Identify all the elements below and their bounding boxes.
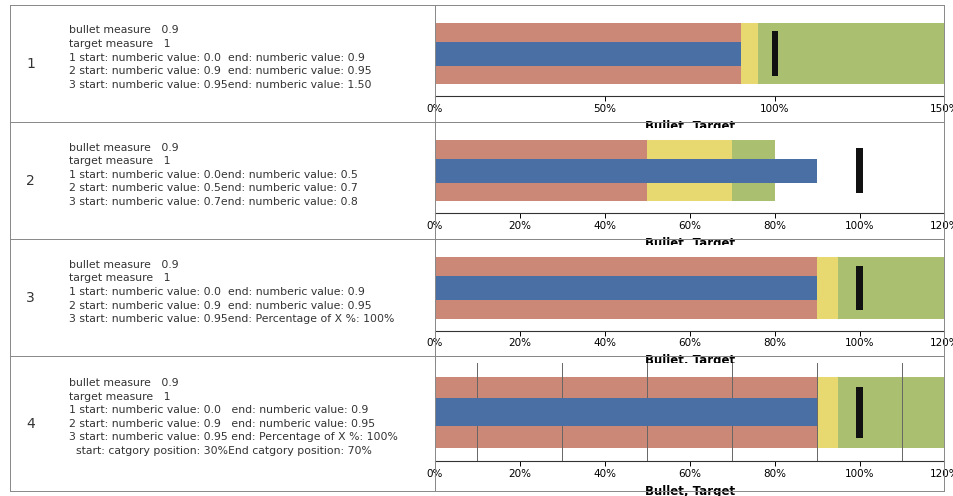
Bar bbox=[435, 42, 740, 65]
Text: 1: 1 bbox=[27, 57, 35, 70]
Bar bbox=[435, 398, 816, 426]
Bar bbox=[757, 23, 943, 84]
Bar bbox=[435, 276, 816, 300]
Text: bullet measure   0.9
target measure   1
1 start: numberic value: 0.0   end: numb: bullet measure 0.9 target measure 1 1 st… bbox=[69, 378, 397, 456]
X-axis label: Bullet, Target: Bullet, Target bbox=[644, 237, 734, 249]
Bar bbox=[856, 387, 862, 438]
Bar bbox=[731, 140, 774, 201]
X-axis label: Bullet, Target: Bullet, Target bbox=[644, 120, 734, 132]
Text: bullet measure   0.9
target measure   1
1 start: numberic value: 0.0  end: numbe: bullet measure 0.9 target measure 1 1 st… bbox=[69, 260, 394, 324]
Bar bbox=[816, 377, 838, 448]
Text: bullet measure   0.9
target measure   1
1 start: numberic value: 0.0  end: numbe: bullet measure 0.9 target measure 1 1 st… bbox=[69, 25, 372, 90]
Bar bbox=[838, 377, 943, 448]
Text: 2: 2 bbox=[27, 174, 35, 187]
Bar bbox=[838, 257, 943, 318]
Bar bbox=[856, 265, 862, 310]
Text: 4: 4 bbox=[27, 417, 35, 431]
X-axis label: Bullet, Target: Bullet, Target bbox=[644, 485, 734, 496]
Text: bullet measure   0.9
target measure   1
1 start: numberic value: 0.0end: numberi: bullet measure 0.9 target measure 1 1 st… bbox=[69, 142, 357, 207]
Bar bbox=[740, 23, 757, 84]
Bar bbox=[435, 159, 816, 183]
Bar bbox=[646, 140, 731, 201]
Text: 3: 3 bbox=[27, 291, 35, 305]
Bar bbox=[435, 377, 816, 448]
Bar bbox=[771, 31, 777, 76]
Bar bbox=[435, 23, 740, 84]
Bar bbox=[435, 257, 816, 318]
Bar bbox=[816, 257, 838, 318]
Bar bbox=[856, 148, 862, 193]
X-axis label: Bullet, Target: Bullet, Target bbox=[644, 354, 734, 367]
Bar bbox=[435, 140, 646, 201]
